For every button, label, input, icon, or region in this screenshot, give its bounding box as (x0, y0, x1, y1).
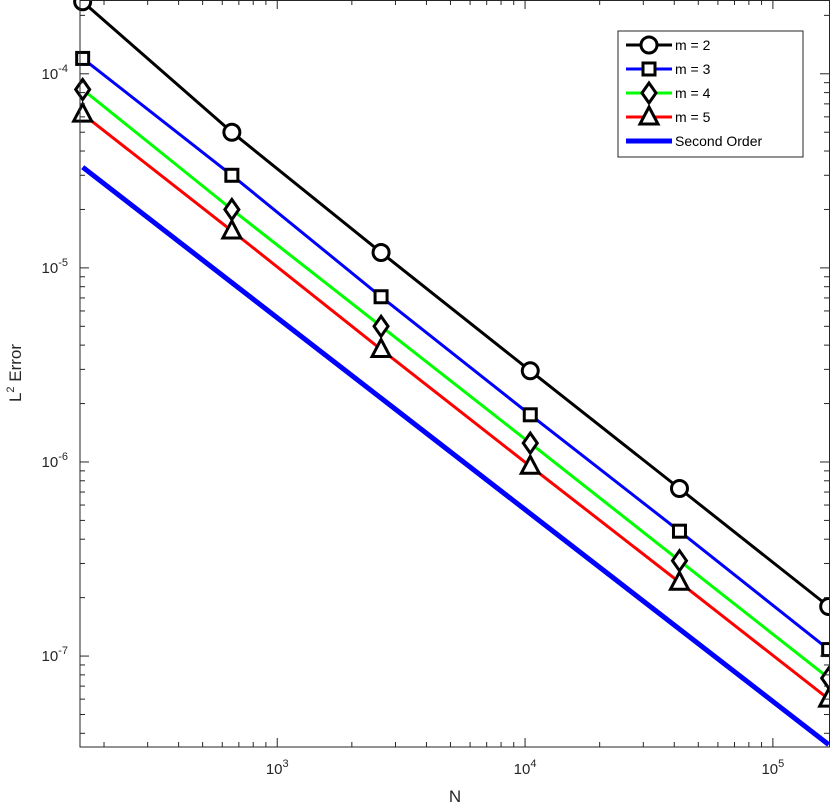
data-point-s1-0 (75, 50, 91, 66)
tick-layer: 103 104 105 10-4 10-5 10-6 10-7 (42, 0, 829, 778)
legend-marker-3 (637, 103, 661, 126)
x-axis-label: N (449, 787, 461, 806)
y-axis-label-base: L (6, 393, 25, 402)
data-point-s0-1 (222, 122, 242, 142)
data-point-s3-5 (817, 685, 830, 708)
data-point-s1-4 (671, 523, 687, 539)
x-tick-label: 105 (761, 758, 784, 778)
data-point-s3-1 (220, 217, 244, 240)
legend-marker-1 (641, 61, 657, 77)
data-point-s0-0 (73, 0, 93, 12)
data-point-s3-2 (369, 336, 393, 358)
y-tick-label: 10-5 (42, 257, 68, 277)
data-point-s1-1 (224, 167, 240, 183)
series-line-1 (81, 57, 830, 651)
data-point-s1-2 (373, 289, 389, 305)
legend-marker-2 (640, 80, 658, 106)
series-layer (81, 0, 830, 747)
series-line-4 (81, 165, 830, 747)
data-point-s3-4 (667, 569, 691, 591)
legend-label-4: Second Order (675, 133, 762, 149)
data-point-s3-3 (518, 453, 542, 475)
data-point-s2-0 (73, 76, 92, 103)
data-point-s0-3 (520, 361, 540, 381)
series-line-0 (81, 0, 830, 608)
marker-layer (71, 0, 830, 708)
data-point-s1-5 (821, 642, 830, 658)
y-axis-label-rest: Error (6, 344, 25, 387)
data-point-s0-5 (819, 597, 830, 617)
legend-label-3: m = 5 (675, 109, 711, 125)
y-tick-label: 10-6 (42, 451, 68, 471)
y-axis-label: L2 Error (5, 344, 25, 402)
data-point-s1-3 (522, 407, 538, 423)
legend-label-2: m = 4 (675, 85, 711, 101)
legend: m = 2 m = 3 m = 4 m = 5 Second Order (617, 30, 804, 158)
data-point-s3-0 (71, 100, 95, 123)
y-tick-label: 10-7 (42, 645, 68, 665)
legend-label-0: m = 2 (675, 37, 711, 53)
series-line-3 (81, 112, 830, 701)
data-point-s0-2 (371, 243, 391, 263)
y-axis-label-sup: 2 (5, 386, 17, 392)
x-tick-label: 103 (266, 758, 289, 778)
data-point-s0-4 (669, 479, 689, 499)
legend-marker-0 (639, 35, 659, 55)
legend-label-1: m = 3 (675, 61, 711, 77)
x-tick-label: 104 (514, 758, 537, 778)
series-line-2 (81, 88, 830, 680)
y-tick-label: 10-4 (42, 63, 68, 83)
